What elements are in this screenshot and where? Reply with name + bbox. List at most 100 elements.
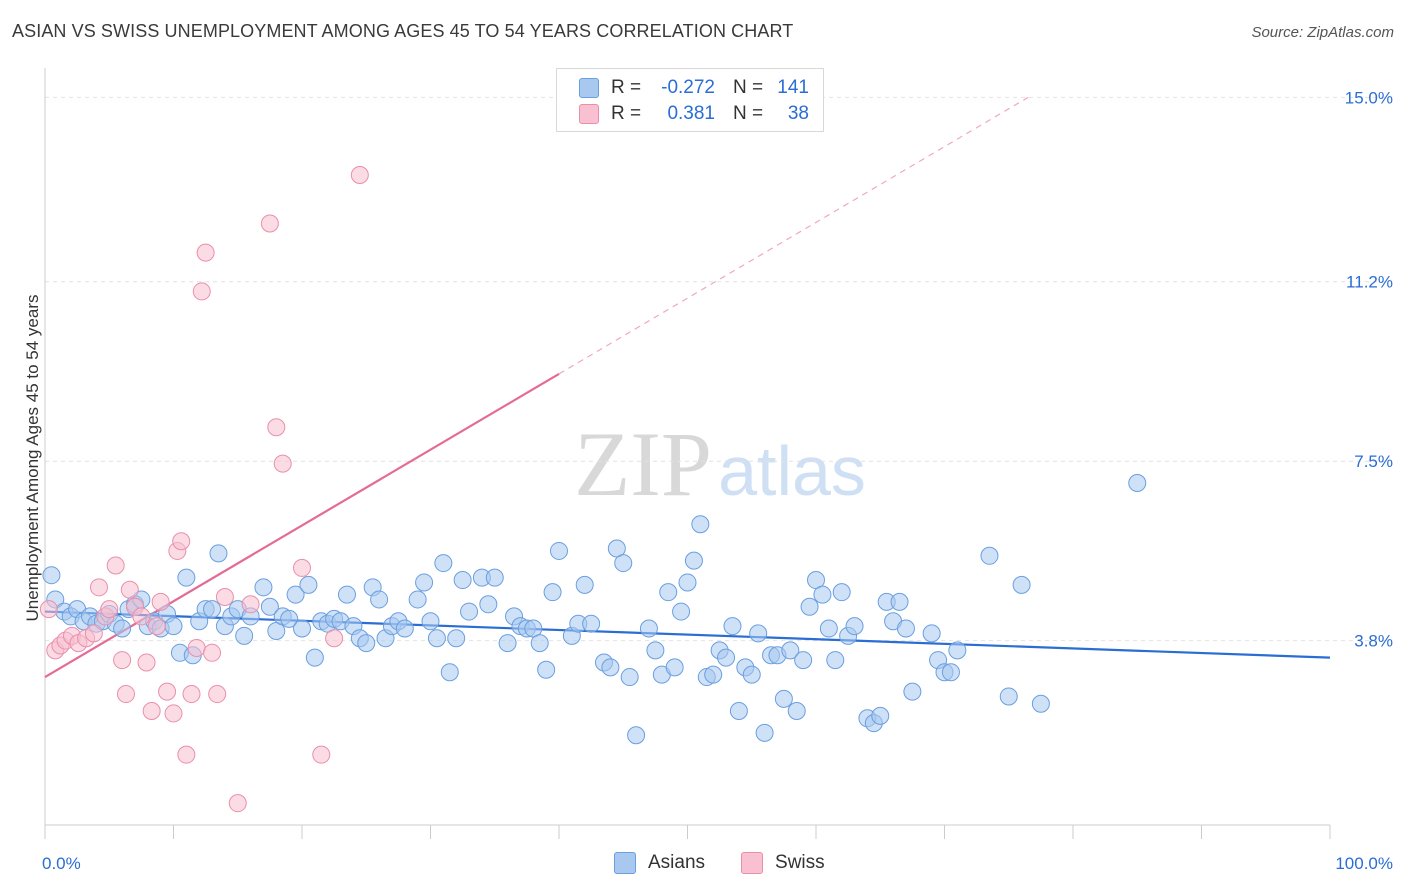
legend-n-label: N = (733, 103, 764, 124)
point-asians (948, 641, 967, 660)
point-asians (357, 634, 376, 653)
point-asians (941, 663, 960, 682)
point-asians (646, 641, 665, 660)
point-asians (537, 660, 556, 679)
point-asians (672, 602, 691, 621)
point-asians (614, 554, 633, 573)
point-asians (550, 541, 568, 560)
point-asians (408, 590, 427, 609)
point-asians (1031, 694, 1050, 713)
point-asians (678, 573, 697, 592)
point-asians (826, 651, 845, 670)
y-tick-label: 11.2% (1346, 273, 1393, 292)
legend-label-swiss: Swiss (775, 852, 825, 873)
point-asians (286, 585, 305, 604)
point-asians (723, 617, 742, 636)
point-asians (704, 665, 723, 684)
point-swiss (100, 600, 119, 619)
point-swiss (293, 558, 311, 577)
x-tick-label-end: 100.0% (1335, 854, 1393, 873)
point-asians (427, 629, 446, 648)
trend-extension-swiss (558, 96, 1029, 375)
point-asians (980, 546, 999, 565)
point-asians (896, 619, 915, 638)
point-asians (794, 651, 813, 670)
legend-swatch-swiss (579, 104, 599, 124)
legend-n-value: 141 (777, 77, 809, 98)
legend-n-value: 38 (787, 103, 809, 124)
point-asians (813, 585, 832, 604)
point-swiss (228, 794, 247, 813)
point-swiss (273, 454, 292, 473)
point-asians (684, 551, 703, 570)
legend-n-label: N = (733, 77, 764, 98)
point-asians (447, 629, 466, 648)
point-asians (421, 612, 440, 631)
point-asians (209, 544, 228, 563)
x-tick-label-start: 0.0% (42, 854, 81, 873)
point-swiss (39, 600, 58, 619)
point-swiss (106, 556, 125, 575)
point-swiss (267, 418, 286, 437)
chart-title: ASIAN VS SWISS UNEMPLOYMENT AMONG AGES 4… (12, 21, 794, 41)
point-asians (582, 614, 601, 633)
tick-labels: 3.8% 7.5% 11.2% 15.0% 0.0% 100.0% (42, 88, 1393, 873)
point-swiss (120, 580, 139, 599)
point-asians (575, 575, 594, 594)
point-asians (260, 597, 279, 616)
point-asians (781, 641, 800, 660)
legend-swatch-swiss (741, 852, 764, 874)
point-asians (1128, 474, 1147, 493)
legend-item-asians[interactable]: Asians (614, 852, 705, 874)
point-asians (749, 624, 768, 643)
point-asians (742, 665, 761, 684)
point-swiss (151, 592, 170, 611)
axes (44, 68, 1331, 839)
point-swiss (147, 617, 166, 636)
point-swiss (142, 702, 161, 721)
point-asians (337, 585, 356, 604)
point-asians (774, 689, 793, 708)
point-swiss (187, 638, 206, 657)
point-asians (498, 634, 517, 653)
legend-swatch-asians (614, 852, 636, 874)
point-asians (164, 617, 183, 636)
point-asians (639, 619, 658, 638)
point-swiss (325, 629, 344, 648)
point-asians (530, 634, 549, 653)
legend-swatch-asians (579, 78, 599, 98)
point-swiss (203, 643, 222, 662)
source-label: Source: ZipAtlas.com (1251, 24, 1394, 41)
point-swiss (192, 282, 211, 301)
point-asians (627, 726, 646, 745)
point-asians (665, 658, 684, 677)
point-swiss (164, 704, 183, 723)
legend-item-swiss[interactable]: Swiss (741, 852, 825, 874)
point-swiss (196, 243, 215, 262)
series-legend: Asians Swiss (614, 852, 861, 874)
point-asians (235, 626, 254, 645)
y-tick-label: 7.5% (1354, 452, 1393, 471)
point-swiss (113, 651, 132, 670)
point-asians (305, 648, 324, 667)
point-asians (203, 600, 222, 619)
point-asians (440, 663, 459, 682)
trend-line-asians (44, 610, 1331, 659)
point-asians (280, 609, 299, 628)
watermark-zip: ZIPatlas (574, 413, 866, 515)
point-asians (395, 619, 414, 638)
point-asians (659, 583, 678, 602)
point-swiss (215, 588, 234, 607)
legend-r-value: -0.272 (661, 77, 715, 98)
point-swiss (137, 653, 156, 672)
point-swiss (158, 682, 177, 701)
point-swiss (84, 624, 103, 643)
legend-label-asians: Asians (648, 852, 706, 873)
point-asians (819, 619, 838, 638)
correlation-legend: R = -0.272 N = 141 R = 0.381 N = 38 (556, 68, 824, 132)
legend-r-value: 0.381 (667, 103, 715, 124)
point-asians (601, 658, 620, 677)
legend-r-label: R = (611, 77, 642, 98)
point-asians (1012, 575, 1031, 594)
point-asians (299, 575, 318, 594)
